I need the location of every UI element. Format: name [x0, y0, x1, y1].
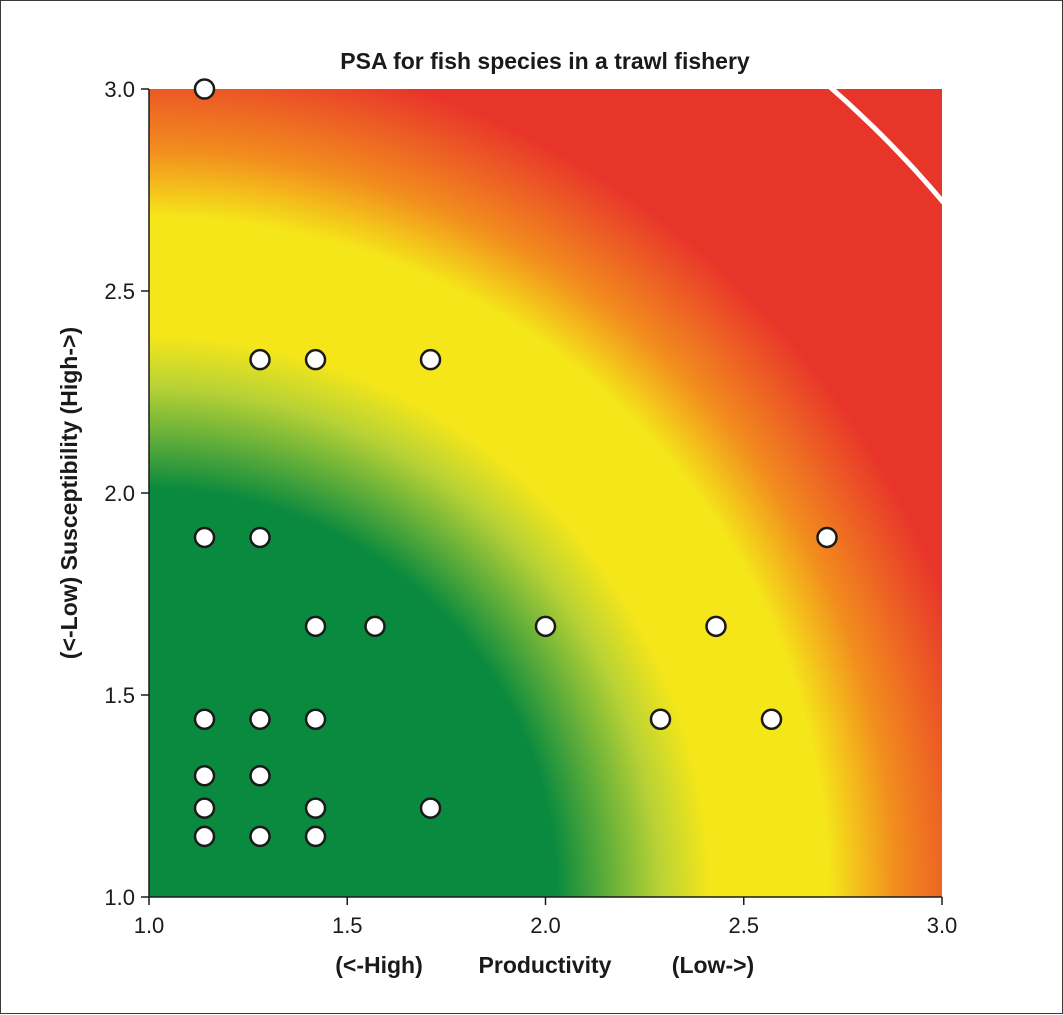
data-point — [249, 348, 271, 371]
y-tick-label: 2.5 — [104, 279, 135, 304]
data-point — [249, 825, 271, 848]
data-points — [193, 78, 838, 848]
data-point — [419, 348, 442, 371]
x-tick-label: 1.0 — [134, 913, 165, 938]
data-point — [249, 765, 271, 787]
data-point — [193, 526, 216, 549]
x-tick-label: 2.5 — [728, 913, 759, 938]
data-point — [705, 615, 727, 638]
x-tick-label: 3.0 — [927, 913, 958, 938]
x-axis-label-center: Productivity — [479, 952, 612, 978]
data-point — [364, 615, 386, 638]
data-point — [304, 708, 327, 730]
risk-boundaries — [828, 89, 942, 205]
y-axis-label: (<-Low) Susceptibility (High->) — [56, 327, 82, 659]
data-point — [249, 526, 271, 549]
data-point — [193, 825, 216, 848]
x-axis-label-left: (<-High) — [335, 952, 423, 978]
data-point — [249, 708, 271, 730]
plot-area — [149, 89, 942, 897]
y-tick-label: 1.0 — [104, 885, 135, 910]
data-point — [816, 526, 838, 549]
data-point — [304, 797, 327, 819]
risk-boundary-line — [828, 89, 942, 205]
x-tick-label: 2.0 — [530, 913, 561, 938]
y-tick-label: 1.5 — [104, 683, 135, 708]
data-point — [419, 797, 442, 819]
data-point — [760, 708, 783, 730]
x-tick-label: 1.5 — [332, 913, 363, 938]
chart-title: PSA for fish species in a trawl fishery — [340, 48, 750, 74]
y-tick-label: 2.0 — [104, 481, 135, 506]
data-point — [193, 78, 216, 100]
data-point — [193, 797, 216, 819]
y-tick-label: 3.0 — [104, 77, 135, 102]
x-axis-label-right: (Low->) — [672, 952, 754, 978]
data-point — [193, 765, 216, 787]
x-ticks: 1.0 1.5 2.0 2.5 3.0 — [134, 897, 958, 938]
data-point — [304, 348, 327, 371]
data-point — [304, 825, 327, 848]
data-point — [304, 615, 327, 638]
y-ticks: 1.0 1.5 2.0 2.5 3.0 — [104, 77, 149, 910]
data-point — [534, 615, 557, 638]
data-point — [649, 708, 672, 730]
data-point — [193, 708, 216, 730]
